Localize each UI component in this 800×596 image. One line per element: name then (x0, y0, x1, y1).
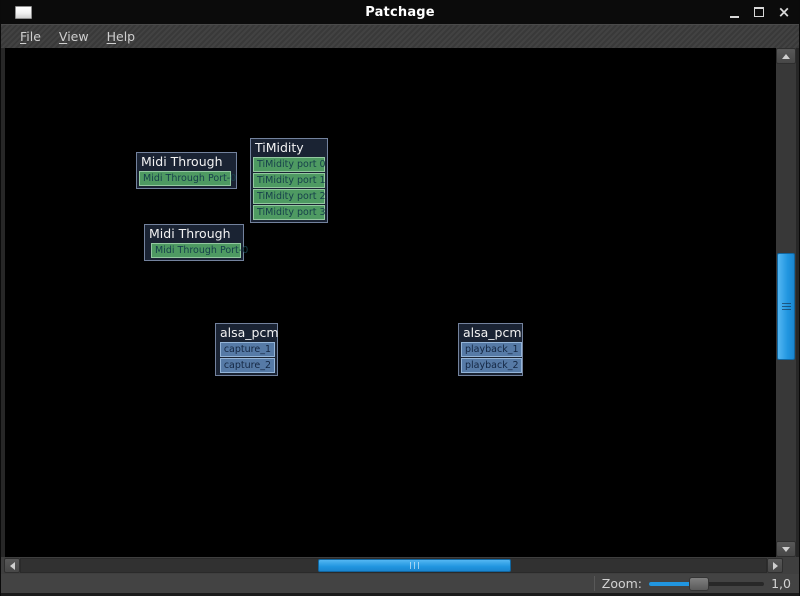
close-icon: × (777, 3, 791, 21)
main-area: Midi Through Midi Through Port-0 TiMidit… (1, 48, 799, 557)
node-timidity[interactable]: TiMidity TiMidity port 0 TiMidity port 1… (250, 138, 328, 223)
menu-view-mnemonic: V (58, 28, 68, 44)
window-title: Patchage (365, 4, 435, 20)
vertical-scrollbar[interactable] (776, 48, 796, 557)
vertical-scroll-thumb[interactable] (777, 253, 795, 360)
node-midi-through-1[interactable]: Midi Through Midi Through Port-0 (136, 152, 237, 189)
minimize-icon (729, 15, 739, 18)
minimize-button[interactable] (727, 4, 741, 20)
port-midi-through-1-out[interactable]: Midi Through Port-0 (139, 171, 236, 186)
zoom-value: 1,0 (771, 576, 791, 591)
scroll-up-button[interactable] (776, 48, 796, 64)
port-timidity-3[interactable]: TiMidity port 3 (253, 205, 326, 220)
port-playback-1[interactable]: playback_1 (461, 342, 523, 357)
port-midi-through-2-out[interactable]: Midi Through Port-0 (151, 243, 248, 258)
scroll-down-button[interactable] (776, 541, 796, 557)
port-timidity-2[interactable]: TiMidity port 2 (253, 189, 326, 204)
port-capture-2[interactable]: capture_2 (219, 358, 275, 373)
horizontal-scrollbar[interactable] (1, 557, 799, 574)
horizontal-scroll-track[interactable] (20, 558, 767, 573)
arrow-right-icon (772, 561, 778, 570)
port-playback-2[interactable]: playback_2 (461, 358, 523, 373)
maximize-button[interactable] (752, 4, 766, 20)
horizontal-scroll-thumb[interactable] (318, 559, 511, 572)
zoom-slider[interactable] (649, 576, 764, 591)
menu-help[interactable]: Help (98, 26, 145, 48)
maximize-icon (754, 7, 764, 17)
scroll-right-button[interactable] (767, 558, 783, 573)
arrow-down-icon (782, 546, 790, 552)
node-title: TiMidity (255, 140, 304, 155)
thumb-grip-icon (781, 303, 791, 310)
zoom-slider-fill (649, 581, 695, 586)
menu-file[interactable]: File (11, 26, 50, 48)
menu-view-label: iew (67, 28, 89, 44)
scroll-left-button[interactable] (4, 558, 20, 573)
titlebar: Patchage × (1, 0, 799, 24)
node-title: alsa_pcm (463, 325, 522, 340)
menubar: File View Help (1, 24, 799, 48)
vertical-scroll-track[interactable] (776, 64, 796, 541)
zoom-label: Zoom: (601, 576, 642, 591)
node-alsa-pcm-capture[interactable]: alsa_pcm capture_1 capture_2 (215, 323, 279, 376)
menu-file-mnemonic: F (20, 28, 27, 44)
arrow-left-icon (9, 561, 15, 570)
node-title: Midi Through (149, 226, 231, 241)
window-icon (15, 5, 32, 19)
arrow-up-icon (782, 53, 790, 59)
node-title: Midi Through (141, 154, 223, 169)
statusbar-separator (593, 576, 595, 591)
port-timidity-1[interactable]: TiMidity port 1 (253, 173, 326, 188)
zoom-slider-handle[interactable] (689, 576, 709, 591)
port-timidity-0[interactable]: TiMidity port 0 (253, 157, 326, 172)
menu-help-mnemonic: H (106, 28, 116, 44)
statusbar: Zoom: 1,0 (1, 574, 799, 596)
thumb-grip-icon (409, 562, 420, 569)
node-midi-through-2[interactable]: Midi Through Midi Through Port-0 (144, 224, 248, 261)
menu-view[interactable]: View (50, 26, 98, 48)
menu-help-label: elp (116, 28, 136, 44)
port-capture-1[interactable]: capture_1 (219, 342, 275, 357)
menu-file-label: ile (26, 28, 41, 44)
patch-canvas[interactable]: Midi Through Midi Through Port-0 TiMidit… (5, 48, 776, 557)
node-alsa-pcm-playback[interactable]: alsa_pcm playback_1 playback_2 (458, 323, 523, 376)
node-title: alsa_pcm (220, 325, 279, 340)
close-button[interactable]: × (777, 4, 791, 20)
